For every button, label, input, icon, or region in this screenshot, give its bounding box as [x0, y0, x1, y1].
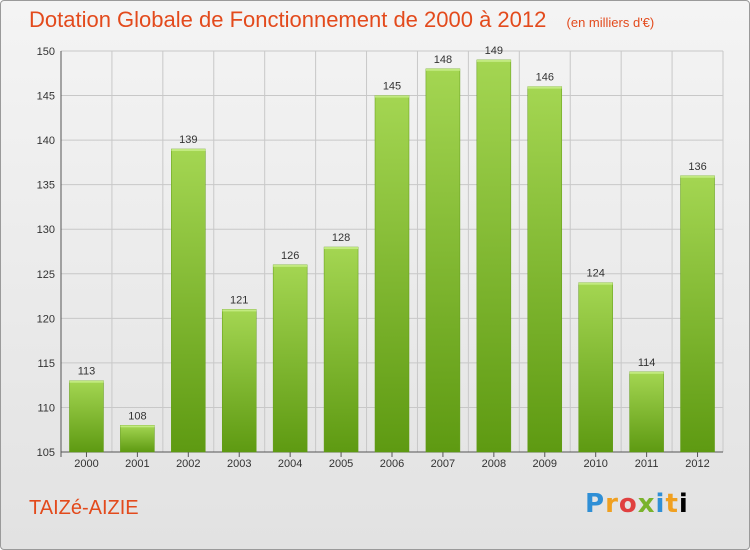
- labels: 105 110 115 120 125 130 135 140 145 150 113 2000 108…: [37, 45, 710, 470]
- bar: [171, 148, 206, 453]
- y-tick-label: 125: [37, 269, 55, 281]
- x-tick-label: 2010: [583, 458, 607, 470]
- chart-title: Dotation Globale de Fonctionnement de 20…: [29, 7, 654, 33]
- data-label: 146: [536, 72, 554, 84]
- bar: [272, 264, 308, 453]
- data-label: 145: [383, 81, 401, 93]
- logo-letter: o: [618, 489, 638, 519]
- bar-highlight: [324, 247, 359, 250]
- logo-letter: i: [678, 489, 689, 519]
- bar-highlight: [527, 86, 562, 89]
- bar: [629, 371, 664, 453]
- bar-highlight: [222, 309, 257, 312]
- data-label: 108: [128, 410, 146, 422]
- x-tick-label: 2003: [227, 458, 251, 470]
- chart-title-text: Dotation Globale de Fonctionnement de 20…: [29, 7, 547, 32]
- y-tick-label: 105: [37, 447, 55, 459]
- bar-highlight: [375, 95, 409, 98]
- x-tick-label: 2007: [431, 458, 455, 470]
- data-label: 139: [179, 134, 197, 146]
- bar-highlight: [476, 59, 511, 62]
- chart-unit: (en milliers d'€): [566, 15, 655, 30]
- data-label: 136: [688, 161, 706, 173]
- data-label: 121: [230, 294, 248, 306]
- data-label: 149: [485, 45, 503, 57]
- x-tick-label: 2006: [380, 458, 404, 470]
- data-label: 114: [638, 357, 656, 369]
- data-label: 128: [332, 232, 350, 244]
- data-label: 113: [78, 366, 96, 378]
- x-tick-label: 2004: [278, 458, 302, 470]
- bar: [120, 425, 155, 453]
- bar: [680, 175, 715, 453]
- y-tick-label: 110: [37, 402, 55, 414]
- bar: [425, 68, 461, 453]
- bar-highlight: [578, 282, 613, 285]
- y-tick-label: 145: [37, 91, 55, 103]
- bar-highlight: [629, 371, 664, 374]
- bar: [221, 309, 257, 453]
- y-tick-label: 140: [37, 135, 55, 147]
- y-tick-label: 135: [37, 180, 55, 192]
- bars: [69, 59, 715, 453]
- bar: [69, 380, 104, 453]
- commune-name: TAIZé-AIZIE: [29, 497, 139, 519]
- data-label: 124: [587, 268, 605, 280]
- logo-letter: i: [655, 489, 666, 519]
- logo-letter: r: [605, 489, 619, 519]
- data-label: 126: [281, 250, 299, 262]
- x-tick-label: 2011: [635, 458, 659, 470]
- x-tick-label: 2012: [685, 458, 709, 470]
- x-tick-label: 2008: [482, 458, 506, 470]
- x-tick-label: 2001: [125, 458, 149, 470]
- proxiti-logo[interactable]: Proxiti: [585, 489, 689, 519]
- bar-highlight: [69, 380, 104, 383]
- logo-letter: t: [665, 489, 679, 519]
- bar: [323, 246, 359, 453]
- bar-highlight: [171, 149, 206, 152]
- y-tick-label: 120: [37, 313, 55, 325]
- bar: [578, 282, 613, 453]
- logo-letter: x: [637, 489, 656, 519]
- bar-highlight: [425, 68, 460, 71]
- bar: [527, 86, 563, 453]
- bar-highlight: [680, 175, 715, 178]
- y-tick-label: 130: [37, 224, 55, 236]
- bar-highlight: [120, 425, 155, 428]
- x-tick-label: 2005: [329, 458, 353, 470]
- bar-highlight: [273, 264, 308, 267]
- x-tick-label: 2009: [533, 458, 557, 470]
- y-tick-label: 150: [37, 46, 55, 58]
- x-tick-label: 2002: [176, 458, 200, 470]
- logo-letter: P: [585, 489, 606, 519]
- bar: [476, 59, 512, 453]
- x-tick-label: 2000: [74, 458, 98, 470]
- data-label: 148: [434, 54, 452, 66]
- y-tick-label: 115: [37, 358, 55, 370]
- bar: [374, 95, 410, 453]
